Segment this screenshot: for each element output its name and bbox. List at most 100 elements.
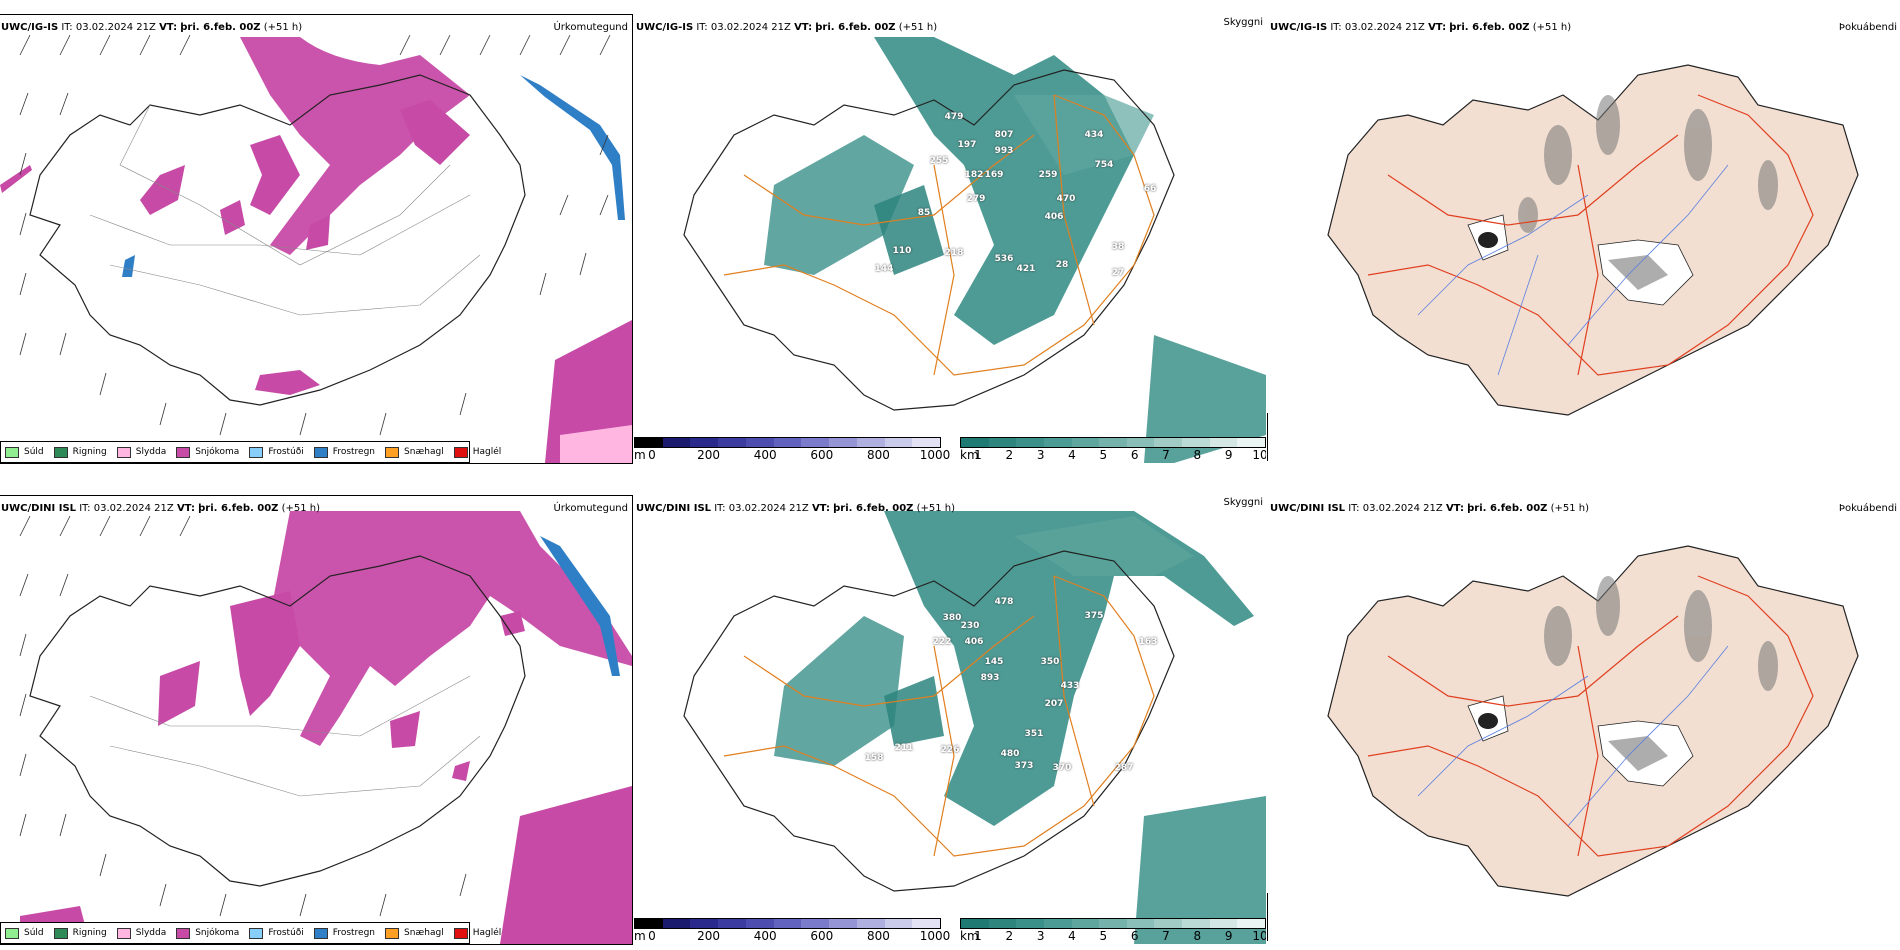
visibility-point-label: 479	[944, 112, 964, 122]
colorbar-segment	[1237, 438, 1266, 447]
colorbar-segment	[1182, 438, 1210, 447]
legend-label: Slydda	[135, 928, 167, 938]
colorbar-tick: 1	[974, 448, 982, 462]
legend-item: Snjókoma	[176, 927, 240, 939]
colorbar-segment	[988, 919, 1017, 928]
visibility-point-label: 28	[1055, 260, 1069, 270]
visibility-point-label: 380	[942, 613, 962, 623]
legend-item: Snjókoma	[176, 446, 239, 458]
legend-item: Súld	[5, 446, 44, 458]
colorbar-segment	[829, 438, 857, 447]
header-bottom-1: UWC/DINI ISL IT: 03.02.2024 21Z VT: þri.…	[1, 503, 321, 514]
legend-item: Rigning	[53, 927, 107, 939]
legend-item: Slydda	[116, 446, 167, 458]
legend-item: Súld	[5, 927, 44, 939]
precip-panel-top: Súld Rigning Slydda Snjókoma Frostúði Frostre…	[0, 14, 633, 464]
visibility-point-label: 421	[1016, 264, 1036, 274]
legend-label: Súld	[24, 447, 44, 457]
colorbar-tick: 6	[1130, 448, 1139, 462]
title-precip-top: Úrkomutegund	[553, 22, 628, 33]
colorbar-tick: 5	[1099, 929, 1108, 943]
colorbar-tick: 600	[810, 448, 834, 462]
colorbar-segment	[884, 438, 913, 447]
colorbar-segment	[718, 919, 746, 928]
visibility-point-label: 350	[1040, 657, 1060, 667]
colorbar-tick: 8	[1193, 929, 1202, 943]
colorbar-segment	[1154, 438, 1183, 447]
colorbar-segment	[662, 438, 691, 447]
colorbar-elevation	[634, 918, 941, 929]
colorbar-segment	[912, 919, 941, 928]
visibility-point-label: 226	[940, 745, 960, 755]
legend-item: Frostregn	[313, 927, 376, 939]
legend-label: Haglél	[472, 447, 502, 457]
visibility-point-label: 255	[929, 156, 949, 166]
visibility-point-label: 287	[1114, 763, 1134, 773]
visibility-point-label: 169	[984, 170, 1004, 180]
visibility-point-label: 222	[932, 637, 952, 647]
colorbar-segment	[1182, 919, 1210, 928]
visibility-point-label: 218	[944, 248, 964, 258]
legend-label: Frostúði	[268, 928, 304, 938]
visibility-point-label: 144	[874, 264, 894, 274]
legend-label: Frostregn	[332, 447, 376, 457]
visibility-point-label: 433	[1060, 681, 1080, 691]
colorbar-segment	[1043, 438, 1072, 447]
colorbar-segment	[1016, 919, 1044, 928]
header-top-1: UWC/IG-IS IT: 03.02.2024 21Z VT: þri. 6.…	[1, 22, 303, 33]
legend-label: Frostregn	[332, 928, 376, 938]
precip-map-bottom	[19, 511, 632, 944]
title-visibility-top: Skyggni	[1223, 17, 1263, 28]
legend-item: Rigning	[53, 446, 107, 458]
legend-label: Snjókoma	[195, 928, 240, 938]
colorbar-segment	[1071, 438, 1100, 447]
visibility-point-label: 434	[1084, 130, 1104, 140]
precip-legend-top: Súld Rigning Slydda Snjókoma Frostúði Frostre…	[0, 441, 501, 463]
colorbar-segment	[801, 919, 830, 928]
legend-swatch	[385, 927, 400, 939]
visibility-point-label: 993	[994, 146, 1014, 156]
precip-panel-bottom: Súld Rigning Slydda Snjókoma Frostúði Frostre…	[0, 495, 633, 945]
colorbar-tick: 400	[753, 448, 777, 462]
colorbar-segment	[961, 919, 989, 928]
legend-label: Rigning	[72, 928, 107, 938]
fog-map-top	[1327, 64, 1859, 416]
colorbar-tick: 3	[1036, 929, 1045, 943]
legend-swatch	[176, 446, 191, 458]
visibility-point-label: 145	[984, 657, 1004, 667]
colorbar-tick: 9	[1224, 448, 1233, 462]
legend-swatch	[453, 446, 468, 458]
visibility-point-label: 406	[964, 637, 984, 647]
legend-item: Frostregn	[313, 446, 376, 458]
legend-item: Frostúði	[249, 927, 304, 939]
colorbar-segment	[829, 919, 857, 928]
legend-item: Snæhagl	[385, 446, 444, 458]
colorbar-segment	[690, 919, 719, 928]
colorbar-tick: 0	[648, 448, 656, 462]
legend-swatch	[249, 927, 264, 939]
colorbar-segment	[690, 438, 719, 447]
visibility-point-label: 470	[1056, 194, 1076, 204]
colorbar-segment	[773, 919, 802, 928]
legend-label: Slydda	[135, 447, 167, 457]
visibility-point-label: 754	[1094, 160, 1114, 170]
visibility-point-label: 230	[960, 621, 980, 631]
colorbar-segment	[961, 438, 989, 447]
fog-panel-top	[1268, 15, 1900, 463]
colorbar-visibility	[960, 918, 1266, 929]
colorbar-tick: 200	[697, 448, 721, 462]
legend-swatch	[5, 446, 19, 458]
legend-label: Rigning	[72, 447, 107, 457]
visibility-point-label: 182	[964, 170, 984, 180]
fog-panel-bottom	[1268, 496, 1900, 944]
colorbar-unit: m	[634, 929, 646, 943]
colorbar-segment	[1154, 919, 1183, 928]
colorbar-tick: 4	[1068, 929, 1076, 943]
colorbar-unit: km	[960, 929, 979, 943]
visibility-point-label: 480	[1000, 749, 1020, 759]
header-bottom-2: UWC/DINI ISL IT: 03.02.2024 21Z VT: þri.…	[636, 503, 956, 514]
visibility-panel-bottom: m 0 200 400 600 800 1000 km 1 2 3 4 5 6 7 8 9 10 380 230 22…	[634, 496, 1266, 944]
visibility-point-label: 66	[1143, 184, 1157, 194]
colorbar-tick: 1000	[919, 929, 951, 943]
title-fog-bottom: Þokuábendi	[1838, 503, 1897, 514]
